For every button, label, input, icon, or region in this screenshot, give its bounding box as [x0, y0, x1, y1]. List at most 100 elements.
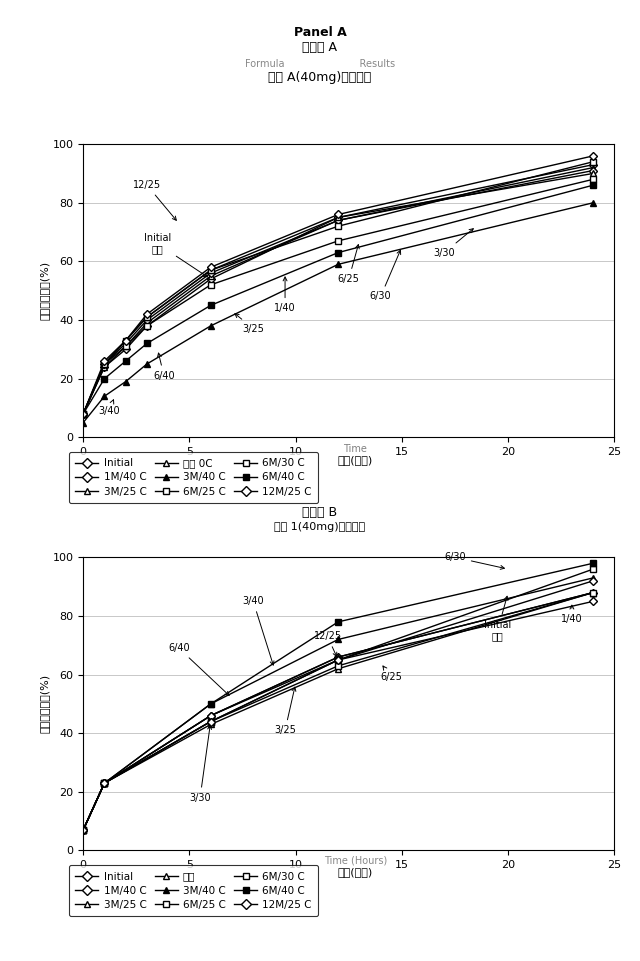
1M/40 C	[207, 267, 214, 279]
6M/25 C	[334, 660, 342, 672]
初期	[334, 652, 342, 663]
6M/25 C	[589, 587, 597, 599]
12M/25 C	[143, 308, 151, 320]
Text: 6/40: 6/40	[168, 643, 229, 696]
初期 0C	[79, 408, 87, 420]
Initial	[79, 408, 87, 420]
3M/25 C	[143, 311, 151, 323]
Line: 6M/40 C: 6M/40 C	[81, 560, 596, 833]
Text: パネル B: パネル B	[303, 506, 337, 519]
Text: Time (Hours): Time (Hours)	[324, 856, 387, 866]
6M/25 C	[207, 716, 214, 727]
6M/40 C	[589, 557, 597, 569]
3M/25 C	[100, 358, 108, 370]
Line: 6M/25 C: 6M/25 C	[81, 159, 596, 416]
Y-axis label: 累積薬物放出(%): 累積薬物放出(%)	[40, 675, 50, 733]
Text: 3/25: 3/25	[274, 687, 296, 735]
6M/30 C	[207, 716, 214, 727]
Legend: Initial, 1M/40 C, 3M/25 C, 初期, 3M/40 C, 6M/25 C, 6M/30 C, 6M/40 C, 12M/25 C: Initial, 1M/40 C, 3M/25 C, 初期, 3M/40 C, …	[69, 865, 318, 916]
6M/40 C	[100, 373, 108, 384]
1M/40 C	[589, 164, 597, 176]
Line: 3M/40 C: 3M/40 C	[81, 200, 596, 426]
12M/25 C	[207, 261, 214, 273]
6M/30 C	[334, 654, 342, 666]
3M/40 C	[100, 390, 108, 402]
3M/40 C	[207, 698, 214, 709]
3M/40 C	[334, 259, 342, 270]
12M/25 C	[100, 777, 108, 789]
6M/40 C	[207, 300, 214, 311]
6M/25 C	[79, 825, 87, 836]
6M/25 C	[143, 311, 151, 323]
6M/25 C	[100, 777, 108, 789]
6M/30 C	[589, 563, 597, 575]
12M/25 C	[334, 654, 342, 666]
6M/25 C	[334, 220, 342, 232]
12M/25 C	[589, 575, 597, 586]
6M/40 C	[143, 337, 151, 349]
Text: 1/40: 1/40	[275, 277, 296, 313]
12M/25 C	[589, 150, 597, 161]
1M/40 C	[79, 825, 87, 836]
Line: Initial: Initial	[81, 590, 596, 833]
3M/25 C	[334, 663, 342, 675]
Text: 6/40: 6/40	[153, 353, 175, 381]
12M/25 C	[100, 356, 108, 367]
Text: Initial
初期: Initial 初期	[144, 233, 207, 277]
3M/25 C	[100, 777, 108, 789]
1M/40 C	[334, 214, 342, 226]
6M/40 C	[122, 356, 129, 367]
6M/25 C	[100, 358, 108, 370]
Text: 12/25: 12/25	[314, 631, 342, 656]
3M/25 C	[207, 264, 214, 276]
1M/40 C	[207, 710, 214, 722]
3M/40 C	[122, 376, 129, 387]
6M/30 C	[334, 235, 342, 247]
Y-axis label: 累積薬物放出(%): 累積薬物放出(%)	[40, 261, 50, 320]
Text: 12/25: 12/25	[133, 180, 177, 220]
Text: 時間(時間): 時間(時間)	[337, 456, 373, 465]
Line: 3M/40 C: 3M/40 C	[81, 575, 596, 833]
Text: 3/25: 3/25	[235, 313, 264, 333]
6M/25 C	[207, 264, 214, 276]
3M/25 C	[79, 825, 87, 836]
初期 0C	[143, 317, 151, 329]
初期 0C	[122, 340, 129, 352]
Line: 3M/25 C: 3M/25 C	[81, 590, 596, 833]
3M/25 C	[207, 719, 214, 730]
3M/25 C	[79, 408, 87, 420]
Text: Initial
初期: Initial 初期	[484, 596, 511, 641]
1M/40 C	[100, 358, 108, 370]
3M/40 C	[589, 197, 597, 209]
Text: 時間(時間): 時間(時間)	[337, 868, 373, 877]
3M/25 C	[334, 211, 342, 223]
3M/40 C	[79, 417, 87, 429]
1M/40 C	[79, 408, 87, 420]
6M/40 C	[334, 616, 342, 628]
Legend: Initial, 1M/40 C, 3M/25 C, 初期 0C, 3M/40 C, 6M/25 C, 6M/30 C, 6M/40 C, 12M/25 C: Initial, 1M/40 C, 3M/25 C, 初期 0C, 3M/40 …	[69, 452, 318, 503]
6M/40 C	[79, 408, 87, 420]
初期	[100, 777, 108, 789]
6M/40 C	[79, 825, 87, 836]
Initial	[207, 710, 214, 722]
6M/25 C	[79, 408, 87, 420]
Line: Initial: Initial	[81, 161, 596, 416]
Line: 6M/30 C: 6M/30 C	[81, 566, 596, 833]
1M/40 C	[334, 654, 342, 666]
Text: 3/30: 3/30	[189, 726, 212, 802]
Text: 製剤 A(40mg)平均結果: 製剤 A(40mg)平均結果	[268, 71, 372, 84]
1M/40 C	[122, 337, 129, 349]
Initial	[589, 159, 597, 170]
3M/40 C	[589, 572, 597, 583]
6M/30 C	[79, 825, 87, 836]
Line: 6M/25 C: 6M/25 C	[81, 590, 596, 833]
初期	[79, 825, 87, 836]
Initial	[122, 343, 129, 355]
3M/40 C	[143, 358, 151, 370]
Text: 6/30: 6/30	[444, 553, 504, 569]
Text: 6/30: 6/30	[370, 250, 401, 302]
初期 0C	[589, 161, 597, 173]
Initial	[100, 777, 108, 789]
Line: 3M/25 C: 3M/25 C	[81, 171, 596, 416]
Text: 1/40: 1/40	[561, 605, 582, 624]
